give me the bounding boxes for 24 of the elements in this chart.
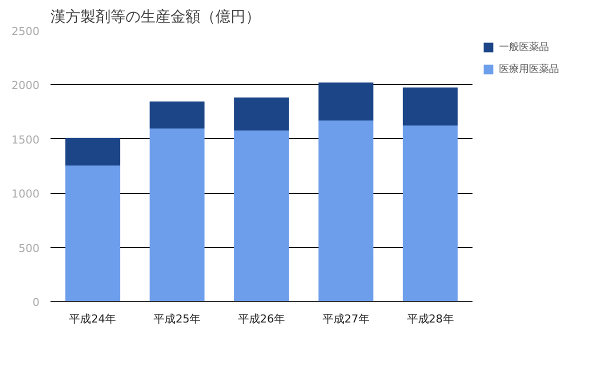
bar [318,120,374,302]
y-tick-label: 2000 [12,79,40,92]
y-tick-label: 1000 [12,188,40,201]
x-tick-label: 平成24年 [69,312,116,326]
bar [402,125,458,302]
bar [402,88,458,126]
x-tick-label: 平成28年 [406,312,454,326]
bar [65,165,120,302]
bar [150,102,205,128]
bar [65,138,120,166]
y-tick-label: 2500 [12,25,40,38]
chart-title: 漢方製剤等の生産金額（億円） [50,8,260,26]
bar [318,82,374,120]
bar [234,97,289,130]
y-tick-label: 0 [32,296,40,309]
y-tick-label: 500 [18,242,40,255]
bar [234,130,289,302]
bar [150,128,205,302]
legend-label: 医療用医薬品 [499,62,559,76]
x-tick-label: 平成25年 [154,312,201,326]
x-tick-label: 平成26年 [238,312,285,326]
x-tick-label: 平成27年 [322,312,370,326]
y-tick-label: 1500 [12,133,40,146]
legend-label: 一般医薬品 [499,40,549,54]
